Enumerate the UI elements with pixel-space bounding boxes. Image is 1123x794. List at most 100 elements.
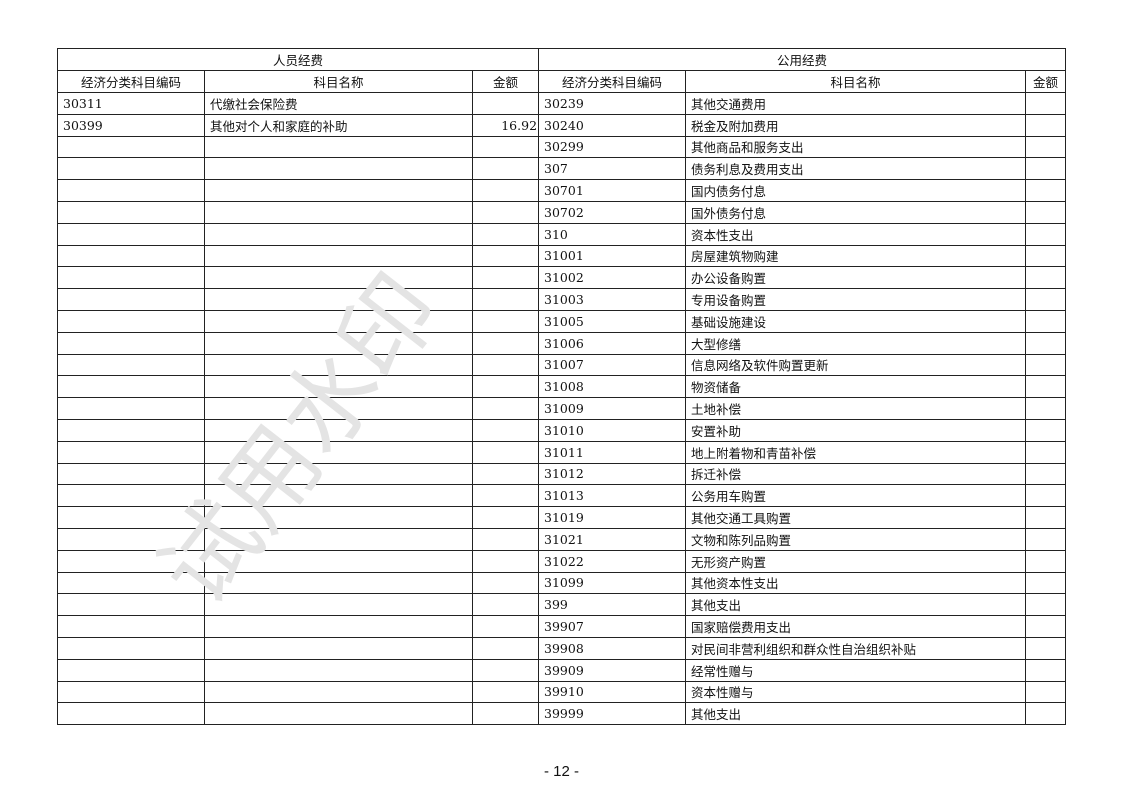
- public-name-cell: 其他商品和服务支出: [685, 135, 1027, 159]
- public-amount-cell: [1025, 179, 1067, 202]
- public-amount-cell: [1025, 615, 1067, 638]
- public-amount-cell: [1025, 418, 1067, 442]
- table-row: 30299 其他商品和服务支出: [57, 135, 1067, 159]
- public-name-cell: 其他交通费用: [685, 92, 1027, 115]
- personnel-code-cell: [57, 418, 205, 442]
- public-code-cell: 31003: [538, 288, 687, 311]
- table-row: 399 其他支出: [57, 593, 1067, 617]
- personnel-code-cell: [57, 179, 205, 202]
- personnel-code-cell: [57, 288, 205, 311]
- public-name-cell: 其他资本性支出: [685, 571, 1027, 595]
- personnel-amount-cell: [471, 462, 540, 486]
- public-code-cell: 31022: [538, 549, 687, 573]
- public-amount-cell: [1025, 571, 1067, 595]
- personnel-name-cell: [204, 244, 473, 268]
- code-header: 经济分类科目编码: [538, 70, 687, 93]
- public-name-cell: 信息网络及软件购置更新: [685, 353, 1027, 377]
- personnel-name-cell: [204, 266, 473, 290]
- public-code-cell: 30701: [538, 179, 687, 202]
- public-name-cell: 公务用车购置: [685, 484, 1027, 508]
- personnel-name-cell: [204, 375, 473, 399]
- table-row: 31002 办公设备购置: [57, 266, 1067, 290]
- table-row: 31006 大型修缮: [57, 331, 1067, 355]
- public-code-cell: 310: [538, 222, 687, 246]
- personnel-name-cell: [204, 157, 473, 181]
- personnel-code-cell: 30399: [57, 113, 205, 137]
- table-row: 30702 国外债务付息: [57, 200, 1067, 224]
- personnel-amount-cell: [471, 397, 540, 420]
- amount-header: 金额: [1025, 70, 1067, 93]
- public-code-cell: 31007: [538, 353, 687, 377]
- public-code-cell: 31011: [538, 440, 687, 464]
- personnel-name-cell: [204, 680, 473, 704]
- personnel-name-cell: [204, 200, 473, 224]
- personnel-code-cell: [57, 353, 205, 377]
- personnel-name-cell: [204, 462, 473, 486]
- personnel-amount-cell: [471, 658, 540, 682]
- public-name-cell: 办公设备购置: [685, 266, 1027, 290]
- public-header: 公用经费: [538, 48, 1067, 71]
- public-code-cell: 31010: [538, 418, 687, 442]
- personnel-amount-cell: [471, 135, 540, 159]
- personnel-code-cell: [57, 222, 205, 246]
- personnel-code-cell: [57, 636, 205, 660]
- table-row: 39999 其他支出: [57, 702, 1067, 726]
- personnel-name-cell: [204, 288, 473, 311]
- page-number: - 12 -: [543, 763, 579, 780]
- public-amount-cell: [1025, 440, 1067, 464]
- personnel-amount-cell: [471, 418, 540, 442]
- public-name-cell: 国内债务付息: [685, 179, 1027, 202]
- personnel-amount-cell: [471, 309, 540, 333]
- public-amount-cell: [1025, 462, 1067, 486]
- personnel-code-cell: [57, 527, 205, 551]
- table-row: 31003 专用设备购置: [57, 288, 1067, 311]
- public-amount-cell: [1025, 353, 1067, 377]
- public-name-cell: 文物和陈列品购置: [685, 527, 1027, 551]
- public-name-cell: 安置补助: [685, 418, 1027, 442]
- public-amount-cell: [1025, 680, 1067, 704]
- personnel-amount-cell: [471, 200, 540, 224]
- personnel-name-cell: [204, 331, 473, 355]
- table-row: 31019 其他交通工具购置: [57, 506, 1067, 529]
- personnel-name-cell: [204, 309, 473, 333]
- personnel-name-cell: [204, 135, 473, 159]
- public-amount-cell: [1025, 702, 1067, 726]
- public-code-cell: 31006: [538, 331, 687, 355]
- personnel-code-cell: [57, 200, 205, 224]
- personnel-name-cell: [204, 571, 473, 595]
- table-row: 310 资本性支出: [57, 222, 1067, 246]
- personnel-amount-cell: [471, 92, 540, 115]
- public-amount-cell: [1025, 331, 1067, 355]
- personnel-amount-cell: [471, 702, 540, 726]
- name-header: 科目名称: [685, 70, 1027, 93]
- public-amount-cell: [1025, 113, 1067, 137]
- personnel-code-cell: [57, 375, 205, 399]
- personnel-name-cell: [204, 484, 473, 508]
- personnel-amount-cell: [471, 571, 540, 595]
- public-name-cell: 大型修缮: [685, 331, 1027, 355]
- public-amount-cell: [1025, 244, 1067, 268]
- public-name-cell: 资本性赠与: [685, 680, 1027, 704]
- personnel-name-cell: [204, 658, 473, 682]
- personnel-amount-cell: [471, 593, 540, 617]
- public-name-cell: 拆迁补偿: [685, 462, 1027, 486]
- personnel-amount-cell: 16.92: [471, 113, 540, 137]
- table-row: 31009 土地补偿: [57, 397, 1067, 420]
- table-row: 31013 公务用车购置: [57, 484, 1067, 508]
- table-row: 31099 其他资本性支出: [57, 571, 1067, 595]
- public-amount-cell: [1025, 266, 1067, 290]
- public-name-cell: 经常性赠与: [685, 658, 1027, 682]
- expense-table: 人员经费 公用经费 经济分类科目编码 科目名称 金额 经济分类科目编码 科目名称…: [56, 48, 1067, 726]
- table-row: 31007 信息网络及软件购置更新: [57, 353, 1067, 377]
- personnel-amount-cell: [471, 440, 540, 464]
- public-amount-cell: [1025, 658, 1067, 682]
- public-code-cell: 31021: [538, 527, 687, 551]
- personnel-name-cell: [204, 353, 473, 377]
- public-amount-cell: [1025, 636, 1067, 660]
- public-amount-cell: [1025, 288, 1067, 311]
- personnel-name-cell: 代缴社会保险费: [204, 92, 473, 115]
- personnel-name-cell: [204, 179, 473, 202]
- personnel-code-cell: [57, 397, 205, 420]
- public-amount-cell: [1025, 397, 1067, 420]
- personnel-amount-cell: [471, 157, 540, 181]
